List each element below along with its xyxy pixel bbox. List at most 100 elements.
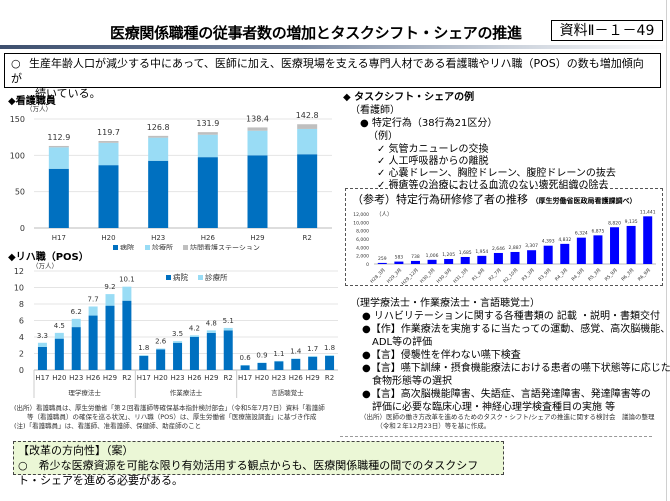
y-tick-label: 12 [14, 267, 24, 276]
x-tick-label: H17 [238, 374, 252, 382]
value-label: 1,954 [475, 249, 488, 255]
pos-label: （理学療法士・作業療法士・言語聴覚士） [350, 298, 540, 309]
bar-station [48, 145, 69, 148]
bar-hospital [240, 365, 250, 370]
bar [527, 250, 537, 264]
reference-chart-box: （参考）特定行為研修修了者の推移 （厚生労働省医政局看護課調べ） （人） 0 2,0… [345, 188, 663, 286]
total-label: 4.8 [206, 319, 217, 327]
x-tick-label: R2_7月 [488, 267, 503, 282]
total-label: 3.3 [37, 332, 48, 340]
bar [460, 256, 470, 264]
title-underline-bar [0, 45, 670, 49]
total-label: 142.8 [296, 111, 319, 120]
legend-label: 訪問看護ステーション [190, 243, 260, 250]
x-tick-label: H17 [35, 374, 49, 382]
legend-swatch [183, 245, 188, 250]
bar-hospital [98, 165, 119, 228]
x-tick-label: H28_3月 [369, 267, 386, 284]
bar-hospital [297, 154, 318, 228]
x-tick-label: H17 [52, 234, 66, 242]
value-label: 11,441 [640, 209, 656, 215]
page-edge-line [666, 0, 667, 501]
pos-item: ●【言】侵襲性を伴わない嚥下検査 [362, 350, 521, 361]
bar [377, 262, 387, 264]
value-label: 738 [411, 254, 420, 260]
bar-clinic [88, 306, 98, 316]
bar-hospital [173, 342, 183, 370]
value-label: 259 [378, 256, 387, 262]
y-tick-label: 2,000 [356, 254, 369, 260]
reform-heading: 【改革の方向性】（案） [18, 444, 134, 457]
bar [543, 245, 553, 264]
bar-clinic [98, 142, 119, 166]
legend-swatch [145, 245, 150, 250]
x-tick-label: H26 [86, 374, 101, 382]
x-tick-label: H29 [103, 374, 117, 382]
x-tick-label: R4_3月 [554, 267, 569, 282]
x-tick-label: R6_9月 [637, 267, 652, 282]
bar [643, 216, 653, 264]
y-tick-label: 6,000 [356, 237, 369, 243]
summary-box: ○ 生産年齢人口が減少する中にあって、医師に加え、医療現場を支える専門人材である看… [4, 53, 661, 100]
bar-hospital [156, 349, 166, 370]
value-label: 4,393 [542, 239, 555, 245]
x-tick-label: R3_3月 [521, 267, 536, 282]
pos-item: ● リハビリテーションに関する各種書類の 記載 ・説明・書類交付 [362, 311, 661, 322]
value-label: 6,875 [591, 228, 604, 234]
x-tick-label: H29 [306, 374, 320, 382]
y-tick-label: 4 [19, 333, 24, 342]
reform-direction-box: 【改革の方向性】（案） ○ 希少な医療資源を可能な限り有効活用する観点からも、医… [13, 441, 504, 487]
example-item: ✓ 気管カニューレの交換 [377, 144, 489, 155]
group-label: 作業療法士 [170, 388, 203, 397]
bar-hospital [257, 362, 267, 370]
bar-clinic [308, 355, 318, 357]
rehab-staff-chart: （万人） 0 2 4 6 8 10 12 3.3 H17 4.5 H20 6.2 H23 7.7 H26 9.2… [14, 262, 338, 398]
bar [593, 235, 603, 264]
x-tick-label: R6_3月 [620, 267, 635, 282]
bar-clinic [105, 294, 115, 306]
bar-hospital [274, 361, 284, 370]
value-label: 2,887 [509, 245, 522, 251]
total-label: 4.5 [54, 322, 65, 330]
y-tick-label: 10 [14, 284, 24, 293]
specific-acts-bullet: ● 特定行為（38行為21区分） [360, 118, 498, 129]
total-label: 2.6 [155, 338, 167, 346]
bar-clinic [71, 318, 81, 328]
bar [510, 251, 520, 264]
x-tick-label: H29_3月 [386, 267, 403, 284]
total-label: 1.4 [290, 347, 302, 355]
reference-subtitle: （厚生労働省医政局看護課調べ） [531, 197, 637, 205]
bar-clinic [197, 134, 218, 158]
x-tick-label: H29 [204, 374, 218, 382]
x-tick-label: H23 [170, 374, 184, 382]
bar-hospital [88, 315, 98, 370]
y-tick-label: 2 [19, 350, 24, 359]
reform-text: ○ 希少な医療資源を可能な限り有効活用する観点からも、医療関係職種の間でのタスク… [18, 459, 479, 487]
page-title: 医療関係職種の従事者数の増加とタスクシフト・シェアの推進 [110, 24, 522, 42]
task-shift-heading: ◆ タスクシフト・シェアの例 [343, 92, 475, 103]
x-tick-label: H26 [289, 374, 304, 382]
legend-swatch [198, 275, 203, 280]
y-tick-label: 8,000 [356, 229, 369, 235]
total-label: 1.1 [273, 350, 284, 358]
bar [493, 252, 503, 264]
source-note-right: （出所）医師の働き方改革を進めるためのタスク・シフト/シェアの推進に関する検討会… [360, 413, 655, 431]
bar [560, 243, 570, 264]
x-tick-label: H23 [69, 374, 83, 382]
y-tick-label: 0 [366, 262, 369, 268]
x-tick-label: R2 [122, 374, 131, 382]
bar-clinic [37, 342, 47, 347]
value-label: 1,685 [459, 250, 472, 256]
source-note-left: (出所）看護職員は、厚生労働省「第２回看護師等確保基本指針検討部会」（令和5年7… [14, 404, 325, 431]
bar-hospital [48, 168, 69, 228]
y-tick-label: 0 [19, 366, 24, 375]
bar-clinic [139, 355, 149, 356]
unit-label: （万人） [26, 105, 52, 113]
pos-item-cont: 評価に必要な臨床心理・神経心理学検査種目の実施 等 [372, 402, 616, 413]
x-tick-label: H26 [201, 234, 216, 242]
total-label: 0.6 [240, 354, 252, 362]
bar-hospital [71, 327, 81, 370]
x-tick-label: H17 [137, 374, 151, 382]
total-label: 5.1 [223, 317, 234, 325]
rehab-chart-title: ◆リハ職（POS） [8, 252, 89, 263]
